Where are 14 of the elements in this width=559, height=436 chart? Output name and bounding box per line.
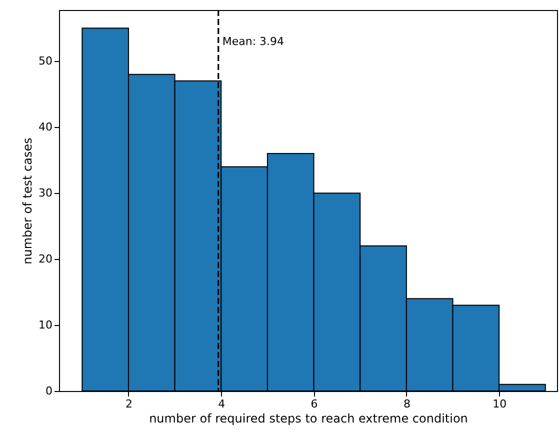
x-axis-title: number of required steps to reach extreme condition <box>149 412 468 426</box>
x-tick-label: 2 <box>125 398 132 410</box>
ref-line-label: Mean: 3.94 <box>222 35 284 48</box>
x-tick-label: 10 <box>492 398 507 410</box>
y-tick-label: 20 <box>38 252 52 266</box>
x-tick-label: 8 <box>403 398 410 410</box>
y-axis-title: number of test cases <box>20 138 35 264</box>
x-tick-label: 6 <box>310 398 318 410</box>
y-tick-label: 40 <box>38 120 52 134</box>
y-tick-label: 10 <box>38 318 52 332</box>
x-tick-label: 4 <box>218 398 226 410</box>
y-tick-label: 30 <box>38 186 52 200</box>
y-tick-label: 0 <box>46 384 52 398</box>
y-tick-label: 50 <box>38 54 52 68</box>
